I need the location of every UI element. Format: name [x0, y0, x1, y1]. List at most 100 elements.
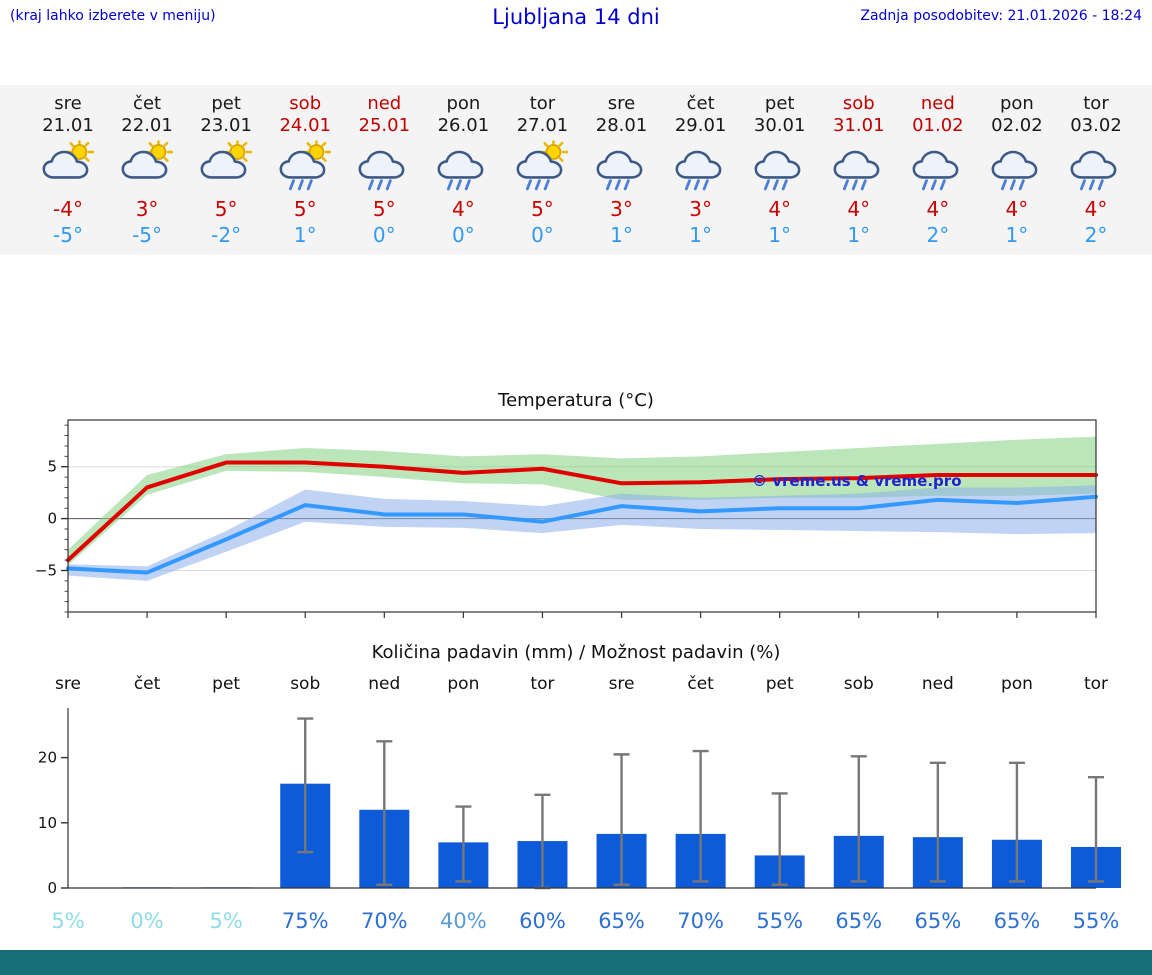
precip-day-label: čet: [133, 674, 161, 694]
forecast-day: ned 25.01 5° 0°: [344, 93, 424, 248]
rain-icon: [1056, 137, 1136, 195]
cloud-icon: [200, 150, 247, 179]
day-name: tor: [1083, 93, 1109, 114]
forecast-day: ned 01.02 4° 2°: [898, 93, 978, 248]
forecast-strip: sre 21.01 -4° -5° čet 22.01 3° -5° pet 23.01 5° -2°…: [0, 85, 1152, 255]
cloud-icon: [358, 150, 405, 179]
raindrops-icon: [763, 179, 788, 191]
temp-max: 4°: [768, 197, 792, 221]
day-date: 31.01: [833, 115, 885, 136]
day-date: 23.01: [200, 115, 252, 136]
rain-icon: [898, 137, 978, 195]
temp-max: 4°: [847, 197, 871, 221]
temp-min: -5°: [53, 223, 83, 247]
day-date: 01.02: [912, 115, 964, 136]
rain-icon: [977, 137, 1057, 195]
forecast-day: sre 28.01 3° 1°: [582, 93, 662, 248]
cloud-icon: [833, 150, 880, 179]
precip-probability: 65%: [994, 909, 1041, 933]
plot-border: [67, 419, 1097, 613]
y-tick-label: 5: [47, 458, 57, 476]
forecast-day: pet 23.01 5° -2°: [186, 93, 266, 248]
temp-min: 0°: [452, 223, 475, 247]
precip-day-label: tor: [530, 674, 555, 694]
rain-icon: [423, 137, 503, 195]
raindrops-icon: [605, 179, 630, 191]
footer-bar: [0, 950, 1152, 975]
temp-min: 2°: [1084, 223, 1108, 247]
temp-min: 1°: [689, 223, 712, 247]
sun-rain-icon: [265, 137, 345, 195]
temp-min: 1°: [610, 223, 633, 247]
day-name: čet: [686, 93, 715, 114]
rain-icon: [661, 137, 741, 195]
temp-max: 4°: [926, 197, 950, 221]
precip-probability: 75%: [282, 909, 329, 933]
forecast-day: tor 03.02 4° 2°: [1056, 93, 1136, 248]
cloud-icon: [42, 150, 89, 179]
forecast-day: pet 30.01 4° 1°: [740, 93, 820, 248]
forecast-day: tor 27.01 5° 0°: [502, 93, 582, 248]
forecast-day: sob 31.01 4° 1°: [819, 93, 899, 248]
sun-cloud-icon: [186, 137, 266, 195]
precip-day-label: sre: [608, 674, 635, 694]
y-tick-label: −5: [35, 561, 57, 579]
y-tick-label: 10: [38, 814, 57, 832]
sun-rain-icon: [502, 137, 582, 195]
temp-min: 1°: [847, 223, 871, 247]
raindrops-icon: [368, 179, 393, 191]
temp-max: 3°: [135, 197, 159, 221]
temp-min-line: [66, 494, 1098, 575]
temp-min: -2°: [211, 223, 242, 247]
day-name: pet: [764, 93, 795, 114]
precip-day-label: tor: [1083, 674, 1109, 694]
temp-max-range-band: [68, 436, 1096, 566]
temp-max-line: [66, 460, 1098, 563]
temp-min: -5°: [132, 223, 163, 247]
precip-day-labels: sre čet pet sob ned pon tor sre čet pet sob ned pon t…: [0, 672, 1152, 700]
cloud-icon: [121, 150, 168, 179]
raindrops-icon: [842, 179, 867, 191]
precip-probability: 65%: [835, 909, 882, 933]
day-date: 26.01: [437, 115, 490, 136]
cloud-icon: [675, 150, 721, 179]
temp-max: 3°: [610, 197, 633, 221]
day-date: 02.02: [991, 115, 1043, 136]
raindrops-icon: [1000, 179, 1025, 191]
forecast-day: čet 22.01 3° -5°: [107, 93, 187, 248]
day-date: 27.01: [516, 115, 569, 136]
temp-max: 4°: [1084, 197, 1108, 221]
temp-max: 5°: [372, 197, 396, 221]
temp-max: 5°: [293, 197, 317, 221]
watermark-link[interactable]: © vreme.us & vreme.pro: [752, 472, 962, 490]
raindrops-icon: [684, 179, 709, 191]
precipitation-section: Količina padavin (mm) / Možnost padavin …: [0, 640, 1152, 940]
day-date: 30.01: [753, 115, 806, 136]
precip-probability: 0%: [130, 909, 163, 933]
temp-min: 0°: [531, 223, 554, 247]
day-name: pon: [999, 93, 1034, 114]
precip-probability: 5%: [209, 909, 242, 933]
forecast-day: čet 29.01 3° 1°: [661, 93, 741, 248]
cloud-icon: [279, 150, 326, 179]
day-date: 29.01: [674, 115, 727, 136]
forecast-day: sre 21.01 -4° -5°: [28, 93, 108, 248]
day-name: tor: [529, 93, 556, 114]
precip-probability: 55%: [756, 909, 803, 933]
day-date: 25.01: [358, 115, 411, 136]
precip-day-label: ned: [368, 674, 401, 694]
page-title: Ljubljana 14 dni: [492, 5, 660, 29]
precip-day-label: pet: [765, 674, 794, 694]
temperature-section: Temperatura (°C) © vreme.us & vreme.pro −…: [0, 388, 1152, 626]
cloud-icon: [596, 150, 642, 179]
temp-max: 3°: [689, 197, 712, 221]
y-tick-label: 20: [38, 749, 57, 767]
precip-probability: 65%: [915, 909, 962, 933]
cloud-icon: [437, 150, 484, 179]
menu-note: (kraj lahko izberete v meniju): [10, 8, 216, 24]
day-name: ned: [367, 93, 402, 114]
forecast-day: sob 24.01 5° 1°: [265, 93, 345, 248]
cloud-icon: [754, 150, 801, 179]
raindrops-icon: [921, 179, 946, 191]
precip-probability: 5%: [51, 909, 84, 933]
